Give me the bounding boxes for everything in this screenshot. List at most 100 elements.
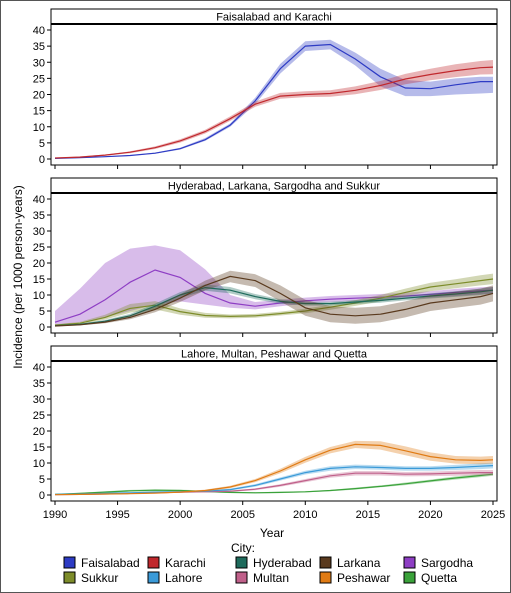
legend-item-faisalabad: Faisalabad <box>63 556 140 570</box>
legend-item-lahore: Lahore <box>147 571 203 585</box>
series-hyderabad <box>54 284 494 327</box>
x-tick-label: 1990 <box>43 509 67 521</box>
y-tick-label: 20 <box>33 258 45 270</box>
series-larkana <box>54 270 494 327</box>
y-tick-label: 35 <box>33 210 45 222</box>
y-tick-label: 25 <box>33 73 45 85</box>
y-tick-label: 25 <box>33 242 45 254</box>
y-tick-label: 10 <box>33 458 45 470</box>
x-tick-label: 1995 <box>105 509 129 521</box>
y-tick-label: 5 <box>39 138 45 150</box>
legend-label: Lahore <box>165 571 203 585</box>
legend: Faisalabad Karachi Hyderabad Larkana Sargodh… <box>63 556 473 585</box>
legend-item-sargodha: Sargodha <box>403 556 473 570</box>
y-tick-label: 40 <box>33 25 45 37</box>
series-line-karachi <box>54 66 494 159</box>
panel-title: Faisalabad and Karachi <box>216 12 332 24</box>
y-tick-label: 15 <box>33 442 45 454</box>
y-tick-label: 0 <box>39 322 45 334</box>
series-line-larkana <box>54 275 494 327</box>
legend-label: Karachi <box>165 556 206 570</box>
legend-swatch <box>319 556 332 569</box>
confidence-band-larkana <box>55 270 493 327</box>
series-sukkur <box>54 273 494 326</box>
series-lahore <box>54 462 494 495</box>
series-line-peshawar <box>54 443 494 496</box>
legend-title: City: <box>231 541 255 555</box>
series-line-quetta <box>54 473 494 495</box>
series-line-hyderabad <box>54 286 494 327</box>
panel-2: Hyderabad, Larkana, Sargodha and Sukkur 0… <box>33 177 498 337</box>
y-tick-label: 30 <box>33 226 45 238</box>
y-tick-label: 25 <box>33 410 45 422</box>
legend-label: Quetta <box>421 571 457 585</box>
y-tick-label: 35 <box>33 41 45 53</box>
y-tick-label: 35 <box>33 378 45 390</box>
y-tick-label: 5 <box>39 306 45 318</box>
x-axis-title: Year <box>260 526 284 540</box>
y-tick-label: 40 <box>33 194 45 206</box>
x-tick-label: 2015 <box>356 509 380 521</box>
y-tick-label: 20 <box>33 426 45 438</box>
y-tick-label: 10 <box>33 290 45 302</box>
legend-label: Hyderabad <box>253 556 312 570</box>
confidence-band-sukkur <box>55 273 493 326</box>
y-tick-label: 40 <box>33 362 45 374</box>
legend-swatch <box>63 556 76 569</box>
confidence-band-multan <box>55 470 493 495</box>
y-axis-title: Incidence (per 1000 person-years) <box>11 185 25 368</box>
panel-1: Faisalabad and Karachi 0 5 10 15 20 25 30 35 40 <box>33 8 498 169</box>
x-tick-label: 2020 <box>418 509 442 521</box>
confidence-band-sargodha <box>55 245 493 326</box>
panels-group: Faisalabad and Karachi0510152025303540Hy… <box>33 8 505 521</box>
series-faisalabad <box>54 39 493 159</box>
series-line-faisalabad <box>54 43 493 159</box>
legend-label: Sukkur <box>81 571 118 585</box>
legend-label: Multan <box>253 571 289 585</box>
legend-swatch <box>147 556 160 569</box>
confidence-band-lahore <box>55 462 493 495</box>
legend-swatch <box>403 571 416 584</box>
panel-title: Hyderabad, Larkana, Sargodha and Sukkur <box>168 181 381 193</box>
y-tick-label: 10 <box>33 122 45 134</box>
legend-item-karachi: Karachi <box>147 556 206 570</box>
panel-3: Lahore, Multan, Peshawar and Quetta 0 5 10 1… <box>33 345 498 505</box>
legend-label: Peshawar <box>337 571 390 585</box>
legend-item-multan: Multan <box>235 571 289 585</box>
legend-swatch <box>63 571 76 584</box>
y-tick-label: 15 <box>33 106 45 118</box>
legend-item-quetta: Quetta <box>403 571 457 585</box>
legend-swatch <box>235 571 248 584</box>
series-line-lahore <box>54 465 494 495</box>
legend-item-larkana: Larkana <box>319 556 381 570</box>
y-tick-label: 5 <box>39 474 45 486</box>
legend-swatch <box>235 556 248 569</box>
legend-item-peshawar: Peshawar <box>319 571 390 585</box>
series-line-sukkur <box>54 278 494 326</box>
y-tick-label: 0 <box>39 490 45 502</box>
series-line-sargodha <box>54 269 494 323</box>
legend-label: Faisalabad <box>81 556 140 570</box>
series-quetta <box>54 472 494 495</box>
panel-title: Lahore, Multan, Peshawar and Quetta <box>181 349 368 361</box>
series-peshawar <box>54 440 494 496</box>
y-tick-label: 0 <box>39 154 45 166</box>
legend-item-sukkur: Sukkur <box>63 571 118 585</box>
legend-swatch <box>403 556 416 569</box>
y-tick-label: 20 <box>33 90 45 102</box>
legend-label: Larkana <box>337 556 381 570</box>
legend-label: Sargodha <box>421 556 473 570</box>
x-tick-label: 2000 <box>168 509 192 521</box>
y-tick-label: 30 <box>33 57 45 69</box>
legend-swatch <box>319 571 332 584</box>
y-tick-label: 15 <box>33 274 45 286</box>
series-karachi <box>54 60 494 159</box>
y-tick-label: 30 <box>33 394 45 406</box>
x-tick-label: 2025 <box>481 509 505 521</box>
series-sargodha <box>54 245 494 326</box>
legend-swatch <box>147 571 160 584</box>
x-tick-label: 2005 <box>230 509 254 521</box>
legend-item-hyderabad: Hyderabad <box>235 556 312 570</box>
x-tick-label: 2010 <box>293 509 317 521</box>
